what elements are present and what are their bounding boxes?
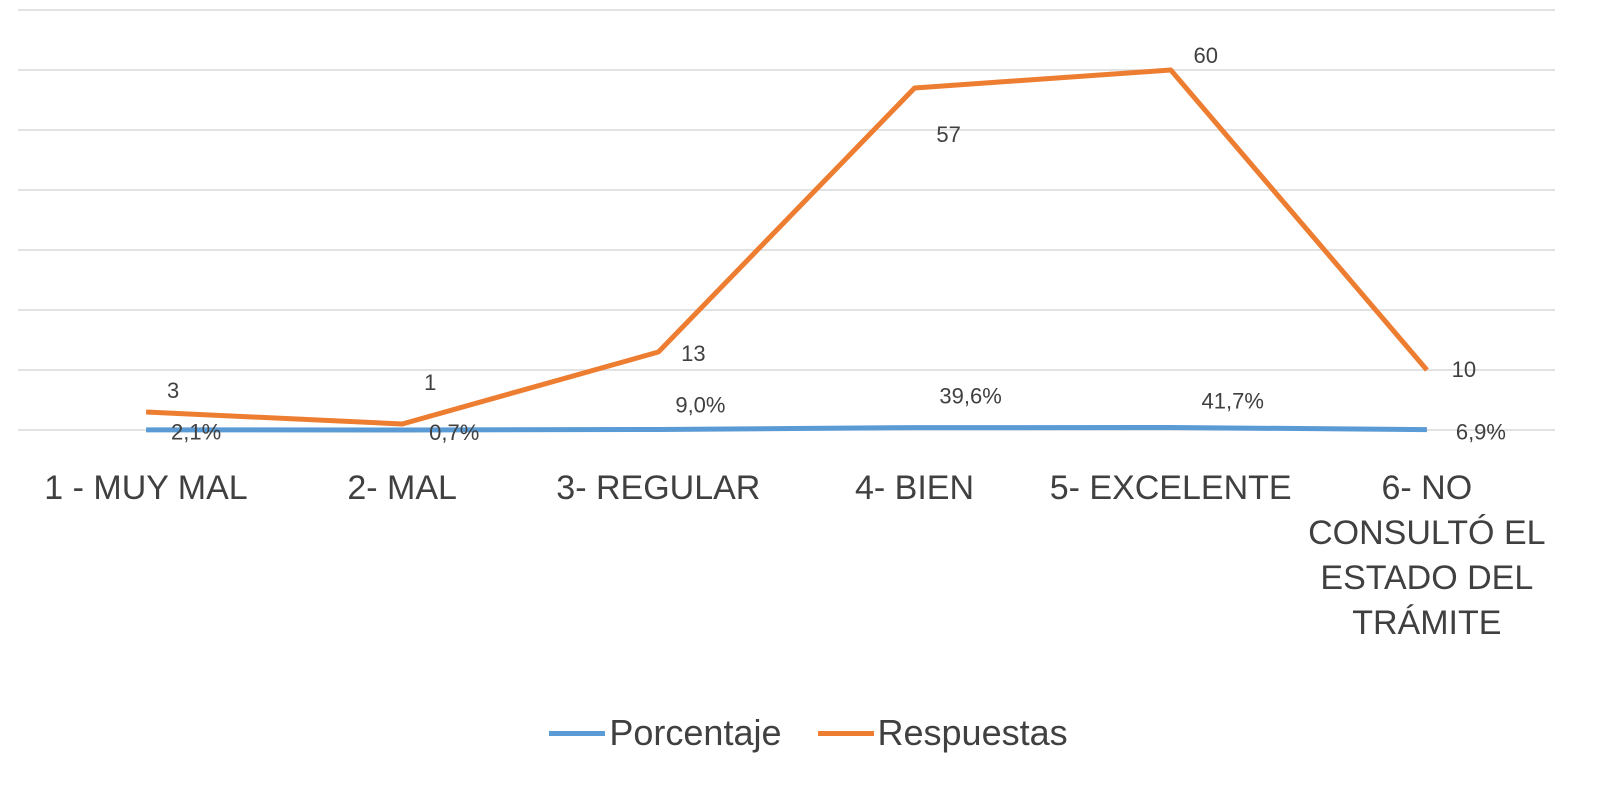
data-label: 1 bbox=[424, 370, 436, 395]
data-label: 10 bbox=[1452, 357, 1476, 382]
series-line bbox=[146, 424, 1427, 433]
legend-item: Porcentaje bbox=[549, 712, 782, 754]
data-label: 3 bbox=[167, 378, 179, 403]
data-label: 39,6% bbox=[939, 383, 1001, 408]
legend-label: Respuestas bbox=[877, 712, 1068, 753]
data-label: 60 bbox=[1194, 43, 1218, 68]
x-tick-label: 4- BIEN bbox=[854, 469, 975, 507]
data-label: 41,7% bbox=[1202, 388, 1264, 413]
data-label: 57 bbox=[936, 122, 960, 147]
legend: Porcentaje Respuestas bbox=[0, 712, 1617, 754]
x-tick-label: 1 - MUY MAL bbox=[44, 469, 248, 507]
x-tick-label: 2- MAL bbox=[347, 469, 457, 507]
data-label: 2,1% bbox=[171, 420, 221, 445]
data-label: 6,9% bbox=[1456, 419, 1506, 444]
data-label: 13 bbox=[681, 341, 705, 366]
legend-item: Respuestas bbox=[817, 712, 1068, 754]
legend-swatch bbox=[817, 730, 874, 736]
x-tick-label: 3- REGULAR bbox=[556, 469, 761, 507]
legend-swatch bbox=[549, 730, 606, 736]
data-label: 9,0% bbox=[675, 392, 725, 417]
x-tick-label: 6- NO CONSULTÓ EL ESTADO DEL TRÁMITE bbox=[1308, 469, 1546, 642]
data-label: 0,7% bbox=[429, 420, 479, 445]
series-line bbox=[145, 67, 1429, 427]
x-tick-label: 5- EXCELENTE bbox=[1049, 469, 1292, 507]
legend-label: Porcentaje bbox=[609, 712, 782, 753]
